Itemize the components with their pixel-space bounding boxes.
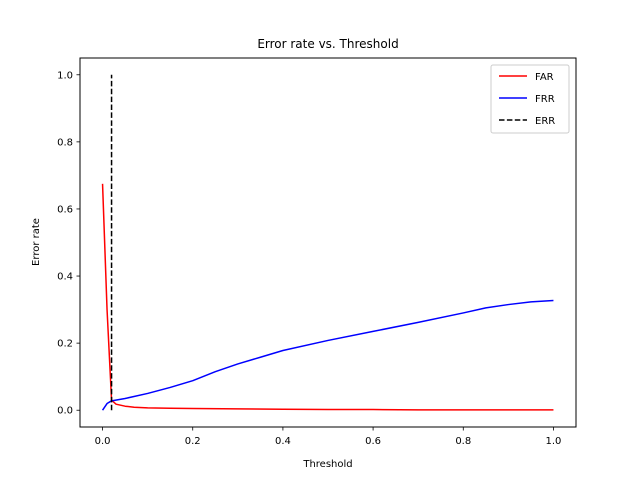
y-tick-label: 0.6 <box>57 204 73 215</box>
y-tick-label: 0.2 <box>57 339 73 350</box>
chart-title: Error rate vs. Threshold <box>257 37 398 51</box>
legend-label-frr: FRR <box>535 94 555 105</box>
y-tick-label: 0.8 <box>57 137 73 148</box>
legend-label-far: FAR <box>535 72 554 83</box>
x-tick-label: 0.6 <box>365 436 381 447</box>
y-tick-label: 1.0 <box>57 70 73 81</box>
y-axis-label: Error rate <box>31 218 42 266</box>
y-tick-label: 0.0 <box>57 406 73 417</box>
x-tick-label: 0.4 <box>275 436 291 447</box>
legend: FAR FRR ERR <box>490 64 570 134</box>
x-tick-label: 1.0 <box>546 436 562 447</box>
x-tick-label: 0.2 <box>185 436 201 447</box>
plot-area <box>101 74 554 411</box>
legend-label-err: ERR <box>535 116 555 127</box>
x-tick-label: 0.0 <box>95 436 111 447</box>
y-tick-label: 0.4 <box>57 272 73 283</box>
x-axis-label: Threshold <box>302 459 352 470</box>
series-line-far <box>101 183 554 411</box>
axes-frame <box>79 57 577 428</box>
x-tick-label: 0.8 <box>455 436 471 447</box>
tick-group: 0.0 0.2 0.4 0.6 0.8 1.0 0.0 0.2 0.4 0.6 0.8 1.0 <box>57 70 561 447</box>
legend-box <box>490 64 570 134</box>
series-line-frr <box>101 299 554 411</box>
